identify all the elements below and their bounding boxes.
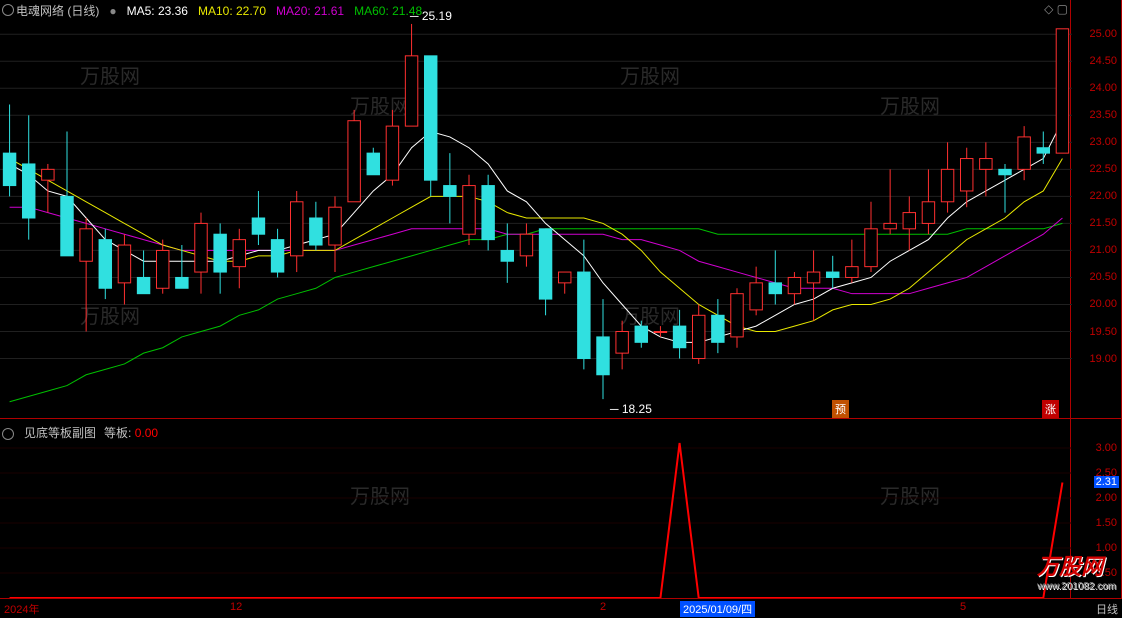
price-tick: 21.50 [1089,217,1117,229]
time-tick: 2024年 [4,601,39,617]
price-tick: 19.00 [1089,353,1117,365]
toggle-icon[interactable] [2,428,14,440]
price-tick: 19.50 [1089,326,1117,338]
time-axis: 日线 2024年 12 2 2025/01/09/四 5 [0,598,1122,618]
price-tick: 24.50 [1089,55,1117,67]
price-tick: 20.50 [1089,271,1117,283]
ma20-label: MA20: 21.61 [276,4,344,18]
time-tick: 12 [230,601,242,613]
indicator-header: 见底等板副图 等板: 0.00 [2,424,158,441]
svg-text:─ 18.25: ─ 18.25 [609,402,652,416]
price-tick: 24.00 [1089,82,1117,94]
price-tick: 23.50 [1089,109,1117,121]
price-tick: 22.00 [1089,190,1117,202]
price-axis: 19.00 19.50 20.00 20.50 21.00 21.50 22.00 22.50… [1070,0,1122,418]
indicator-title: 见底等板副图 [24,424,96,441]
price-tick: 23.00 [1089,136,1117,148]
event-tag: 涨 [1042,400,1059,418]
ma10-label: MA10: 22.70 [198,4,266,18]
stock-title: 电魂网络 (日线) [16,4,99,18]
indicator-name: 等板: 0.00 [104,424,158,441]
price-tick: 25.00 [1089,28,1117,40]
indicator-tick: 3.00 [1096,442,1117,454]
timeframe-label: 日线 [1096,601,1118,617]
indicator-current: 2.31 [1094,476,1119,488]
price-tick: 22.50 [1089,163,1117,175]
time-tick: 5 [960,601,966,613]
event-tag: 预 [832,400,849,418]
price-tick: 21.00 [1089,244,1117,256]
candlestick-chart[interactable]: ─ 25.19─ 18.25 [0,0,1072,418]
chart-header: 电魂网络 (日线) ● MA5: 23.36 MA10: 22.70 MA20:… [2,2,422,19]
ma5-label: MA5: 23.36 [127,4,188,18]
indicator-tick: 1.50 [1096,517,1117,529]
toggle-icon[interactable] [2,4,14,16]
watermark-logo: 万股网 www.201082.com [1037,549,1116,592]
time-tick: 2025/01/09/四 [680,601,755,617]
time-tick: 2 [600,601,606,613]
ma60-label: MA60: 21.48 [354,4,422,18]
chart-tools[interactable]: ◇ ▢ [1044,2,1068,16]
indicator-tick: 2.00 [1096,492,1117,504]
price-tick: 20.00 [1089,298,1117,310]
indicator-chart[interactable] [0,418,1072,598]
